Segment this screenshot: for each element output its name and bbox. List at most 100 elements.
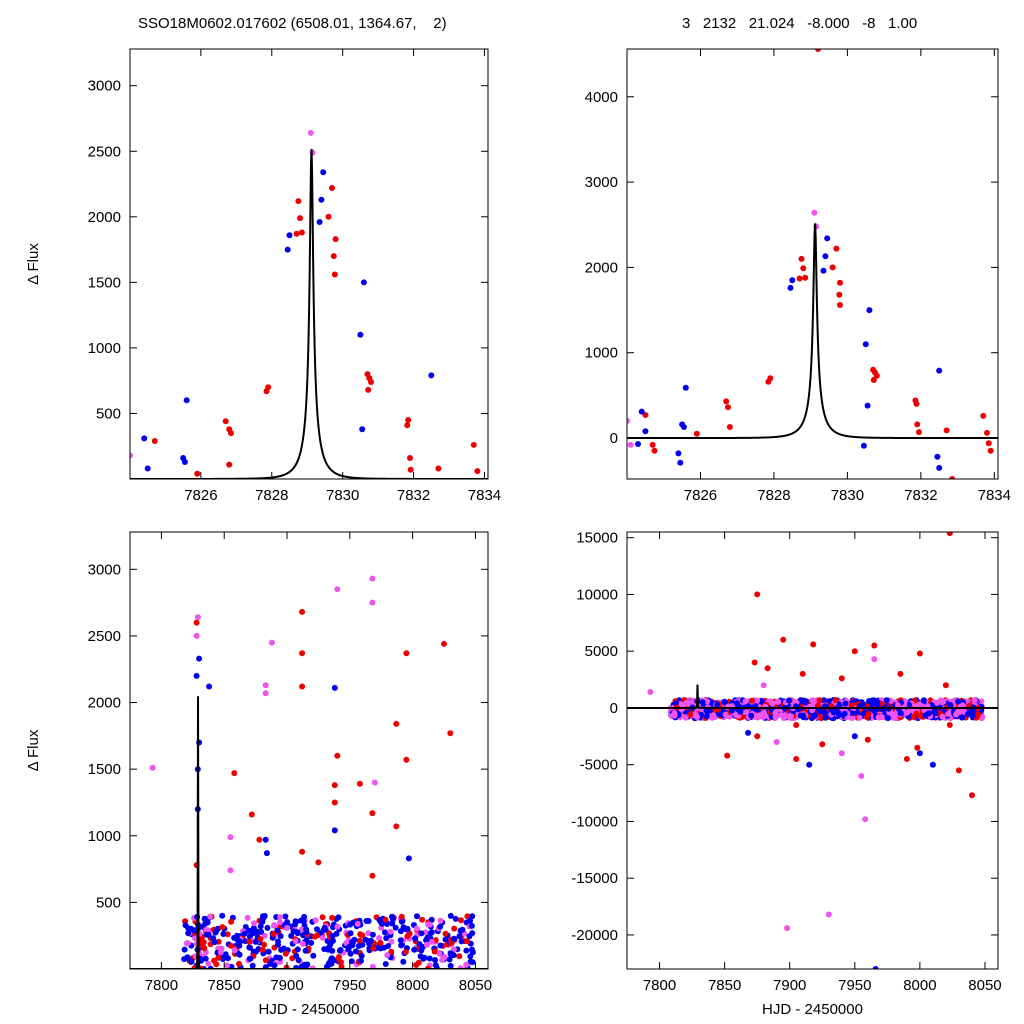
data-point: [385, 943, 392, 949]
data-point: [959, 702, 966, 709]
data-point: [227, 867, 234, 874]
data-point: [224, 931, 231, 938]
x-tick-label: 7850: [208, 977, 241, 994]
data-point: [365, 930, 372, 937]
data-point: [428, 916, 435, 923]
data-point: [458, 917, 464, 924]
data-point: [830, 709, 837, 716]
data-point: [365, 386, 372, 393]
data-point: [331, 782, 338, 789]
data-point: [231, 770, 238, 777]
data-point: [388, 948, 395, 955]
data-point: [210, 935, 217, 942]
data-point: [325, 960, 332, 967]
data-point: [249, 962, 256, 969]
data-point: [295, 198, 302, 205]
y-tick-label: 1000: [585, 345, 618, 362]
data-point: [864, 402, 871, 409]
data-point: [913, 710, 920, 717]
data-point: [780, 636, 787, 643]
plot-area: [130, 129, 488, 479]
data-point: [302, 947, 309, 954]
data-point: [206, 683, 213, 690]
data-point: [419, 916, 426, 923]
data-point: [412, 935, 419, 942]
data-point: [334, 586, 341, 593]
x-tick-label: 7900: [773, 977, 806, 994]
x-tick-label: 7950: [333, 977, 366, 994]
data-point: [226, 461, 233, 468]
data-point: [319, 934, 326, 941]
data-point: [288, 932, 295, 939]
data-point: [324, 938, 331, 944]
data-point: [864, 714, 870, 721]
data-point: [677, 459, 684, 466]
data-point: [392, 924, 399, 931]
data-point: [849, 714, 856, 721]
data-point: [297, 215, 304, 222]
data-point: [897, 670, 904, 677]
data-point: [228, 430, 234, 437]
data-point: [871, 656, 878, 663]
data-point: [424, 934, 431, 941]
data-point: [265, 948, 272, 955]
data-point: [181, 946, 188, 953]
data-point: [298, 917, 305, 924]
data-point: [271, 962, 278, 969]
data-point: [224, 962, 231, 969]
data-point: [463, 961, 470, 968]
data-point: [262, 964, 269, 969]
data-point: [825, 911, 832, 918]
data-point: [331, 827, 338, 834]
data-point: [722, 711, 729, 718]
data-point: [812, 712, 819, 719]
data-point: [227, 834, 234, 841]
data-point: [347, 921, 354, 928]
data-point: [842, 700, 849, 707]
data-point: [866, 698, 872, 704]
y-tick-label: 3000: [88, 561, 121, 578]
data-point: [277, 914, 284, 921]
data-point: [734, 702, 741, 709]
data-point: [351, 936, 358, 943]
data-point: [469, 946, 475, 953]
data-point: [312, 917, 319, 924]
data-point: [442, 936, 449, 943]
data-point: [832, 697, 839, 704]
data-point: [725, 404, 731, 411]
data-point: [184, 954, 191, 961]
data-point: [369, 575, 376, 582]
data-point: [369, 872, 376, 879]
data-point: [442, 930, 449, 937]
x-tick-label: 7832: [904, 487, 937, 504]
data-point: [651, 447, 658, 454]
data-point: [369, 931, 376, 938]
data-point: [271, 922, 277, 929]
y-tick-label: 500: [96, 894, 121, 911]
y-axis-label: Δ Flux: [25, 729, 42, 771]
x-tick-label: 7850: [708, 977, 741, 994]
data-point: [980, 412, 987, 419]
data-point: [283, 964, 290, 969]
plot-area: [130, 575, 488, 969]
data-point: [428, 938, 435, 945]
data-point: [423, 941, 430, 948]
data-point: [806, 761, 813, 768]
data-point: [467, 917, 474, 924]
data-point: [293, 918, 300, 925]
data-point: [332, 236, 339, 243]
data-point: [356, 780, 363, 787]
data-point: [913, 400, 920, 407]
plot-frame: [129, 531, 489, 970]
data-point: [356, 937, 363, 944]
data-point: [627, 418, 630, 424]
data-point: [969, 792, 975, 799]
data-point: [745, 729, 752, 736]
data-point: [357, 331, 364, 338]
x-tick-label: 8000: [903, 977, 936, 994]
data-point: [222, 418, 229, 425]
data-point: [231, 947, 238, 954]
y-tick-label: 500: [96, 405, 121, 422]
data-point: [331, 684, 338, 691]
data-point: [262, 682, 269, 689]
